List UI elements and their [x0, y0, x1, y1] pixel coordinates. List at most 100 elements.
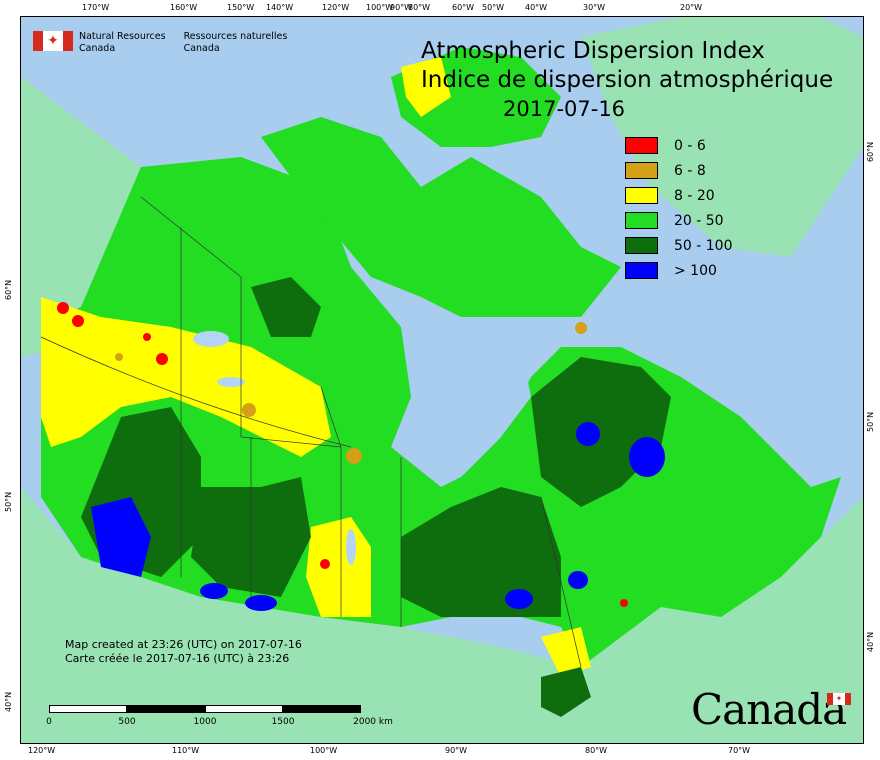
map-credit: Map created at 23:26 (UTC) on 2017-07-16… — [65, 638, 302, 666]
scale-segment — [205, 705, 283, 713]
legend-swatch — [625, 212, 658, 229]
top-tick: 150°W — [227, 3, 255, 12]
scale-segment — [49, 705, 127, 713]
red-hotspot — [156, 353, 168, 365]
legend-item: 0 - 6 — [625, 133, 733, 158]
bottom-tick: 70°W — [728, 746, 751, 755]
map-canvas[interactable]: ✦ Natural Resources Canada Ressources na… — [20, 16, 864, 744]
nrcan-logo: ✦ Natural Resources Canada Ressources na… — [33, 31, 299, 55]
left-tick: 40°N — [4, 691, 13, 712]
prairie-blue-zone-2 — [200, 583, 228, 599]
right-tick: 60°N — [866, 141, 875, 162]
orange-spot — [242, 403, 256, 417]
top-tick: 40°W — [525, 3, 548, 12]
top-tick: 160°W — [170, 3, 198, 12]
bottom-tick: 100°W — [310, 746, 338, 755]
top-tick: 50°W — [482, 3, 505, 12]
prairie-blue-zone — [245, 595, 277, 611]
red-hotspot — [320, 559, 330, 569]
legend-swatch — [625, 237, 658, 254]
org-fr-line1: Ressources naturelles — [183, 31, 288, 42]
quebec-blue-zone-2 — [576, 422, 600, 446]
top-tick: 100°W — [366, 3, 394, 12]
canada-flag-icon: ✦ — [33, 31, 73, 51]
east-yellow-zone — [541, 627, 591, 677]
orange-spot — [115, 353, 123, 361]
right-tick: 40°N — [866, 631, 875, 652]
legend-swatch — [625, 162, 658, 179]
scale-label: 1000 — [193, 717, 217, 727]
nunavut-darkgreen — [251, 277, 321, 337]
top-tick: 30°W — [583, 3, 606, 12]
province-borders — [140, 196, 582, 668]
arctic-islands — [261, 117, 621, 317]
scale-label: 0 — [46, 717, 52, 727]
wordmark-flag-icon: ✦ — [827, 693, 851, 705]
left-tick: 50°N — [4, 491, 13, 512]
legend: 0 - 6 6 - 8 8 - 20 20 - 50 50 - 100 > 10… — [625, 133, 733, 283]
legend-label: 50 - 100 — [674, 237, 733, 254]
scale-segment — [283, 705, 361, 713]
title-en: Atmospheric Dispersion Index — [421, 38, 765, 64]
western-yellow-zone — [41, 297, 331, 457]
legend-swatch — [625, 187, 658, 204]
great-bear-lake — [193, 331, 229, 347]
scale-label: 500 — [118, 717, 136, 727]
legend-item: 20 - 50 — [625, 208, 733, 233]
lake-winnipeg — [346, 529, 356, 565]
bottom-tick: 120°W — [28, 746, 56, 755]
top-tick: 170°W — [82, 3, 110, 12]
red-hotspot — [620, 599, 628, 607]
great-slave-lake — [217, 377, 245, 387]
hudson-bay — [411, 317, 531, 477]
quebec-blue-zone — [629, 437, 665, 477]
legend-item: 50 - 100 — [625, 233, 733, 258]
top-tick: 120°W — [322, 3, 350, 12]
legend-label: 20 - 50 — [674, 212, 724, 229]
legend-swatch — [625, 262, 658, 279]
red-hotspot — [143, 333, 151, 341]
title-fr: Indice de dispersion atmosphérique — [421, 67, 834, 93]
legend-label: 6 - 8 — [674, 162, 706, 179]
legend-item: 8 - 20 — [625, 183, 733, 208]
legend-label: 8 - 20 — [674, 187, 715, 204]
legend-label: > 100 — [674, 262, 717, 279]
top-tick: 140°W — [266, 3, 294, 12]
right-tick: 50°N — [866, 411, 875, 432]
quebec-blue-zone-3 — [568, 571, 588, 589]
baffin-yellow — [401, 57, 451, 117]
scale-label: 2000 km — [353, 717, 393, 727]
greenland-landmass — [581, 17, 863, 257]
usa-landmass — [21, 487, 863, 743]
top-tick: 80°W — [408, 3, 431, 12]
org-en-line2: Canada — [79, 43, 116, 54]
canada-wordmark: Canada — [691, 685, 847, 734]
orange-spot — [346, 448, 362, 464]
arctic-circle-line — [40, 336, 352, 448]
credit-en: Map created at 23:26 (UTC) on 2017-07-16 — [65, 638, 302, 651]
map-title: Atmospheric Dispersion Index Indice de d… — [421, 37, 833, 124]
legend-item: 6 - 8 — [625, 158, 733, 183]
red-hotspot — [57, 302, 69, 314]
top-tick: 90°W — [390, 3, 413, 12]
legend-swatch — [625, 137, 658, 154]
south-ontario-darkgreen — [541, 667, 591, 717]
ontario-darkgreen — [401, 487, 561, 617]
ontario-blue-zone — [505, 589, 533, 609]
org-en-line1: Natural Resources — [79, 31, 166, 42]
top-tick: 20°W — [680, 3, 703, 12]
bottom-tick: 110°W — [172, 746, 200, 755]
scale-segment — [127, 705, 205, 713]
top-tick: 60°W — [452, 3, 475, 12]
bc-blue-zone — [91, 497, 151, 577]
bottom-tick: 90°W — [445, 746, 468, 755]
bottom-tick: 80°W — [585, 746, 608, 755]
map-drawing — [21, 17, 863, 743]
orange-spot — [575, 322, 587, 334]
scale-label: 1500 — [271, 717, 295, 727]
title-date: 2017-07-16 — [503, 97, 626, 121]
red-hotspot — [72, 315, 84, 327]
legend-label: 0 - 6 — [674, 137, 706, 154]
credit-fr: Carte créée le 2017-07-16 (UTC) à 23:26 — [65, 652, 290, 665]
